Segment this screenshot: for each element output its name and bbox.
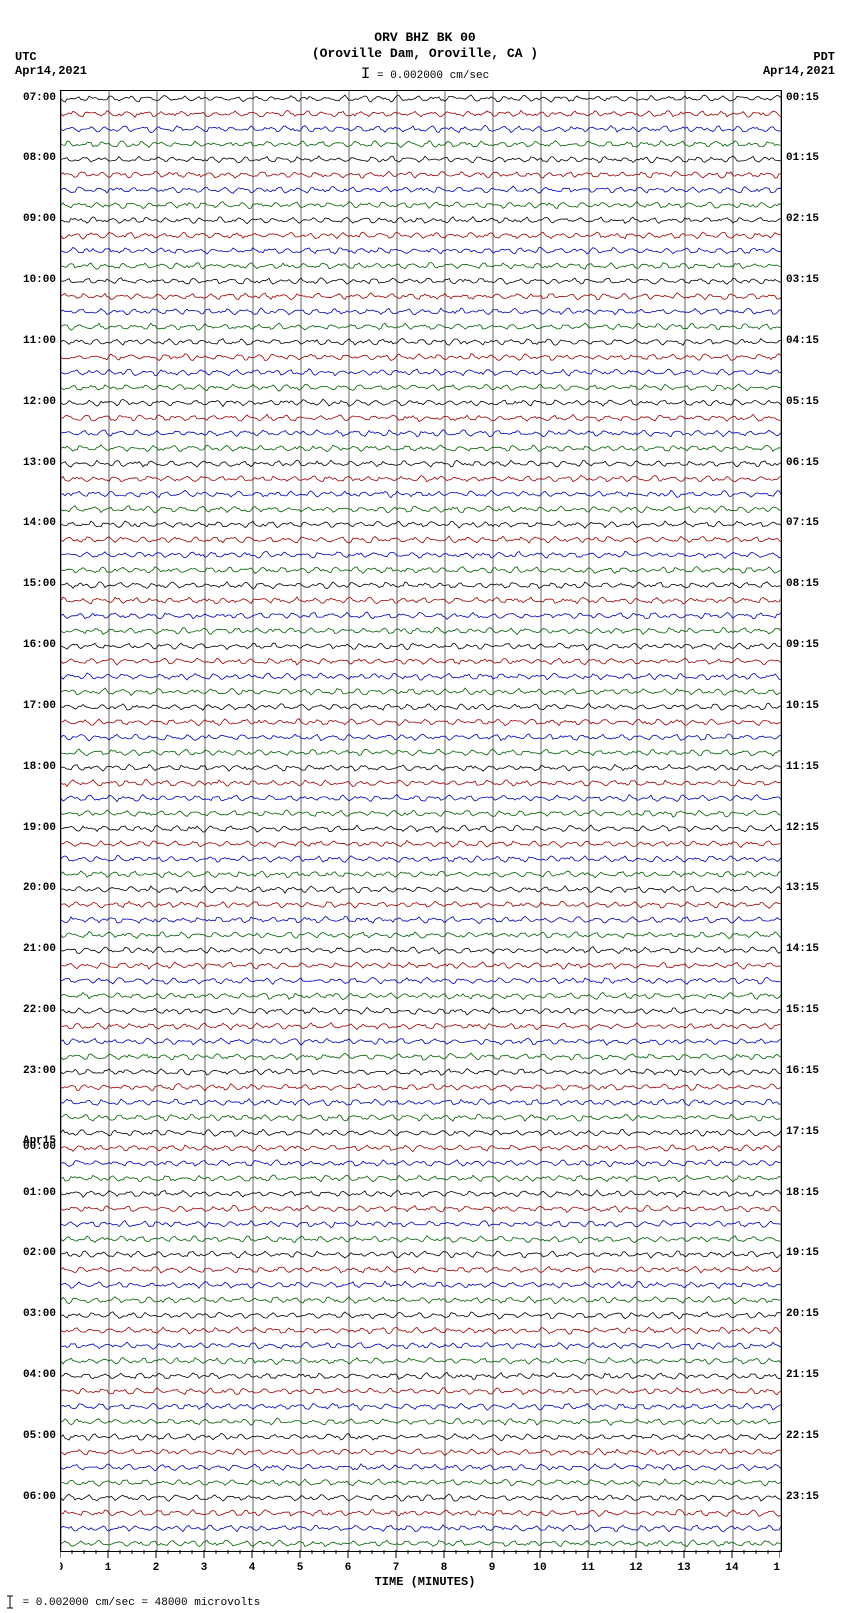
pdt-time-label: 12:15 [786,822,819,834]
utc-time-label: 19:00 [23,822,56,834]
helicorder-plot [60,90,782,1552]
utc-time-label: 02:00 [23,1247,56,1259]
pdt-time-label: 17:15 [786,1126,819,1138]
pdt-time-label: 00:15 [786,92,819,104]
footer-scale: = 0.002000 cm/sec = 48000 microvolts [4,1595,260,1609]
utc-time-label: 23:00 [23,1065,56,1077]
pdt-time-label: 08:15 [786,578,819,590]
utc-time-label: 12:00 [23,396,56,408]
svg-text:12: 12 [629,1562,642,1574]
svg-text:11: 11 [581,1562,595,1574]
svg-text:14: 14 [725,1562,739,1574]
date-left-label: Apr14,2021 [15,64,87,78]
svg-text:6: 6 [345,1562,352,1574]
utc-time-label: 05:00 [23,1430,56,1442]
x-axis-ticks: 0123456789101112131415 [60,1550,780,1578]
utc-time-label: 06:00 [23,1491,56,1503]
utc-time-label: 03:00 [23,1308,56,1320]
pdt-time-label: 04:15 [786,335,819,347]
utc-time-label: 07:00 [23,92,56,104]
pdt-time-label: 20:15 [786,1308,819,1320]
pdt-time-label: 21:15 [786,1369,819,1381]
svg-text:3: 3 [201,1562,208,1574]
svg-text:5: 5 [297,1562,304,1574]
pdt-time-label: 23:15 [786,1491,819,1503]
pdt-time-label: 14:15 [786,943,819,955]
utc-time-label: 14:00 [23,517,56,529]
utc-time-label: 08:00 [23,152,56,164]
pdt-time-label: 09:15 [786,639,819,651]
utc-time-label: 11:00 [23,335,56,347]
utc-time-label: 17:00 [23,700,56,712]
tz-left-label: UTC [15,50,37,64]
utc-time-label: 16:00 [23,639,56,651]
pdt-time-label: 22:15 [786,1430,819,1442]
pdt-time-label: 05:15 [786,396,819,408]
utc-time-label: 15:00 [23,578,56,590]
pdt-time-label: 13:15 [786,882,819,894]
pdt-time-label: 11:15 [786,761,819,773]
pdt-time-label: 01:15 [786,152,819,164]
utc-time-label: 18:00 [23,761,56,773]
svg-text:7: 7 [393,1562,400,1574]
pdt-time-label: 07:15 [786,517,819,529]
utc-time-label: 00:00 [23,1141,56,1153]
pdt-time-label: 19:15 [786,1247,819,1259]
station-title: ORV BHZ BK 00 [0,30,850,46]
pdt-time-label: 10:15 [786,700,819,712]
location-title: (Oroville Dam, Oroville, CA ) [0,46,850,62]
pdt-time-label: 18:15 [786,1187,819,1199]
utc-time-label: 21:00 [23,943,56,955]
utc-time-label: 04:00 [23,1369,56,1381]
pdt-time-label: 02:15 [786,213,819,225]
svg-text:1: 1 [105,1562,112,1574]
svg-text:9: 9 [489,1562,496,1574]
svg-text:13: 13 [677,1562,691,1574]
utc-time-label: 20:00 [23,882,56,894]
svg-text:8: 8 [441,1562,448,1574]
svg-text:4: 4 [249,1562,256,1574]
svg-text:10: 10 [533,1562,546,1574]
utc-time-label: 01:00 [23,1187,56,1199]
utc-time-label: 09:00 [23,213,56,225]
scale-indicator: I = 0.002000 cm/sec [0,65,850,84]
date-right-label: Apr14,2021 [763,64,835,78]
utc-time-label: 10:00 [23,274,56,286]
pdt-time-label: 15:15 [786,1004,819,1016]
tz-right-label: PDT [813,50,835,64]
svg-text:2: 2 [153,1562,160,1574]
pdt-time-label: 16:15 [786,1065,819,1077]
utc-time-label: 22:00 [23,1004,56,1016]
pdt-time-label: 06:15 [786,457,819,469]
svg-text:15: 15 [773,1562,780,1574]
pdt-time-label: 03:15 [786,274,819,286]
utc-time-label: 13:00 [23,457,56,469]
svg-text:0: 0 [60,1562,63,1574]
